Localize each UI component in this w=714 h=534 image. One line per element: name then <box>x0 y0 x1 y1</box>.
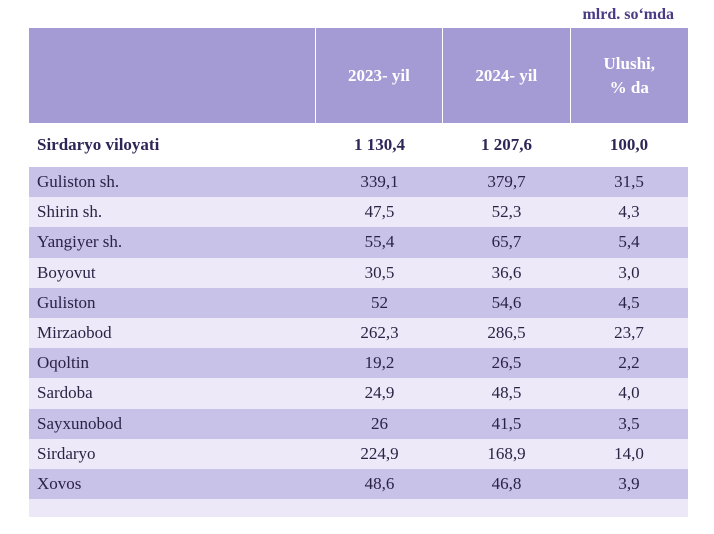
row-share: 14,0 <box>614 443 644 463</box>
table-row: Yangiyer sh. 55,4 65,7 5,4 <box>29 227 688 258</box>
row-share: 3,5 <box>618 413 640 433</box>
row-2023: 30,5 <box>364 262 395 282</box>
row-share: 4,5 <box>618 292 640 312</box>
row-name: Boyovut <box>37 262 96 282</box>
row-2023: 19,2 <box>364 353 395 373</box>
row-name: Sayxunobod <box>37 413 122 433</box>
table-row: Sayxunobod 26 41,5 3,5 <box>29 408 688 439</box>
table-row: Guliston sh. 339,1 379,7 31,5 <box>29 167 688 198</box>
row-name: Yangiyer sh. <box>37 232 123 252</box>
row-name: Sirdaryo <box>37 443 96 463</box>
table-row: Mirzaobod 262,3 286,5 23,7 <box>29 317 688 349</box>
row-2024: 41,5 <box>491 413 522 433</box>
row-2024: 65,7 <box>491 232 522 252</box>
row-share: 23,7 <box>614 323 644 343</box>
row-2023: 224,9 <box>360 443 399 463</box>
header-share: Ulushi, % da <box>569 28 688 123</box>
row-2023: 55,4 <box>364 232 395 252</box>
header-2024: 2024- yil <box>442 28 569 123</box>
row-2023: 26 <box>371 413 388 433</box>
row-2023: 47,5 <box>364 202 395 222</box>
row-2024: 48,5 <box>491 383 522 403</box>
row-share: 2,2 <box>618 353 640 373</box>
table-header: 2023- yil 2024- yil Ulushi, % da <box>29 28 688 123</box>
row-name: Xovos <box>37 473 82 493</box>
row-2024: 168,9 <box>487 443 526 463</box>
row-share: 4,3 <box>618 202 640 222</box>
row-name: Guliston sh. <box>37 172 120 192</box>
row-2024: 286,5 <box>487 323 526 343</box>
row-2023: 262,3 <box>360 323 399 343</box>
row-2023: 339,1 <box>360 172 399 192</box>
row-2024: 52,3 <box>491 202 522 222</box>
table-body: Guliston sh. 339,1 379,7 31,5 Shirin sh. 47,5… <box>29 167 688 500</box>
total-2023: 1 130,4 <box>354 135 405 154</box>
table-row: Sardoba 24,9 48,5 4,0 <box>29 378 688 409</box>
table-row: Shirin sh. 47,5 52,3 4,3 <box>29 197 688 228</box>
total-row: Sirdaryo viloyati 1 130,4 1 207,6 100,0 <box>29 123 688 167</box>
row-share: 31,5 <box>614 172 644 192</box>
row-share: 5,4 <box>618 232 640 252</box>
table-row: Xovos 48,6 46,8 3,9 <box>29 468 688 500</box>
table-footer-band <box>29 499 688 518</box>
row-2023: 24,9 <box>364 383 395 403</box>
row-name: Sardoba <box>37 383 93 403</box>
row-2024: 36,6 <box>491 262 522 282</box>
table-row: Boyovut 30,5 36,6 3,0 <box>29 257 688 288</box>
total-2024: 1 207,6 <box>481 135 532 154</box>
row-name: Oqoltin <box>37 353 89 373</box>
row-2024: 26,5 <box>491 353 522 373</box>
table-row: Oqoltin 19,2 26,5 2,2 <box>29 348 688 379</box>
row-share: 3,9 <box>618 473 640 493</box>
table-row: Guliston 52 54,6 4,5 <box>29 287 688 318</box>
total-share: 100,0 <box>609 135 649 154</box>
row-2024: 379,7 <box>487 172 526 192</box>
header-blank <box>29 28 315 123</box>
row-name: Mirzaobod <box>37 323 112 343</box>
row-name: Guliston <box>37 292 96 312</box>
unit-label: mlrd. so‘mda <box>582 6 674 23</box>
row-2024: 46,8 <box>491 473 522 493</box>
table-row: Sirdaryo 224,9 168,9 14,0 <box>29 438 688 469</box>
data-table: 2023- yil 2024- yil Ulushi, % da Sirdary… <box>29 28 688 518</box>
row-share: 4,0 <box>618 383 640 403</box>
row-2024: 54,6 <box>491 292 522 312</box>
row-2023: 52 <box>371 292 388 312</box>
row-2023: 48,6 <box>364 473 395 493</box>
header-2023: 2023- yil <box>314 28 442 123</box>
row-share: 3,0 <box>618 262 640 282</box>
total-name: Sirdaryo viloyati <box>37 135 160 154</box>
row-name: Shirin sh. <box>37 202 103 222</box>
